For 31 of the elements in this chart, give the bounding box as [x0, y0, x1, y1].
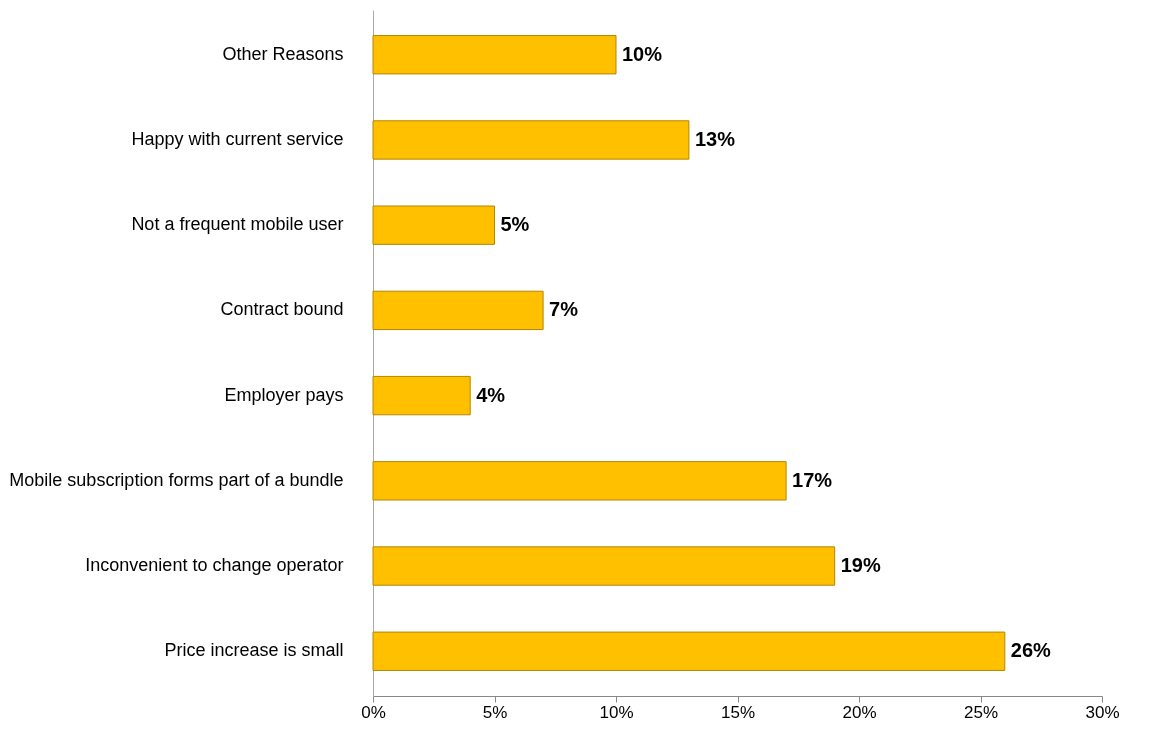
x-tick-label: 25% — [963, 702, 999, 722]
x-tick-label: 0% — [361, 702, 386, 722]
bar — [372, 290, 544, 331]
data-label: 5% — [500, 213, 530, 236]
bar — [372, 35, 617, 75]
x-tick-label: 30% — [1085, 702, 1120, 722]
data-label: 26% — [1010, 639, 1052, 662]
bar — [372, 461, 787, 501]
x-tick-label: 20% — [842, 702, 877, 722]
x-tick-label: 15% — [720, 702, 756, 722]
y-tick-label: Employer pays — [224, 384, 344, 405]
bar — [372, 205, 495, 245]
data-label: 17% — [792, 468, 833, 491]
x-tick-label: 5% — [482, 702, 508, 722]
y-tick-label: Happy with current service — [131, 128, 344, 149]
y-tick-label: Not a frequent mobile user — [131, 214, 344, 235]
data-label: 10% — [622, 42, 663, 65]
y-tick-label: Other Reasons — [222, 43, 344, 64]
bar — [372, 631, 1006, 671]
bar — [372, 120, 690, 160]
data-label: 13% — [694, 127, 736, 150]
y-tick-label: Mobile subscription forms part of a bundle — [9, 469, 344, 490]
data-label: 7% — [549, 298, 579, 321]
data-label: 19% — [840, 554, 881, 577]
data-label: 4% — [476, 383, 506, 406]
bar — [372, 375, 471, 416]
y-tick-label: Price increase is small — [164, 640, 344, 661]
bar — [372, 546, 836, 586]
x-tick-label: 10% — [599, 702, 634, 722]
y-tick-label: Inconvenient to change operator — [85, 555, 344, 576]
y-tick-label: Contract bound — [220, 299, 344, 320]
